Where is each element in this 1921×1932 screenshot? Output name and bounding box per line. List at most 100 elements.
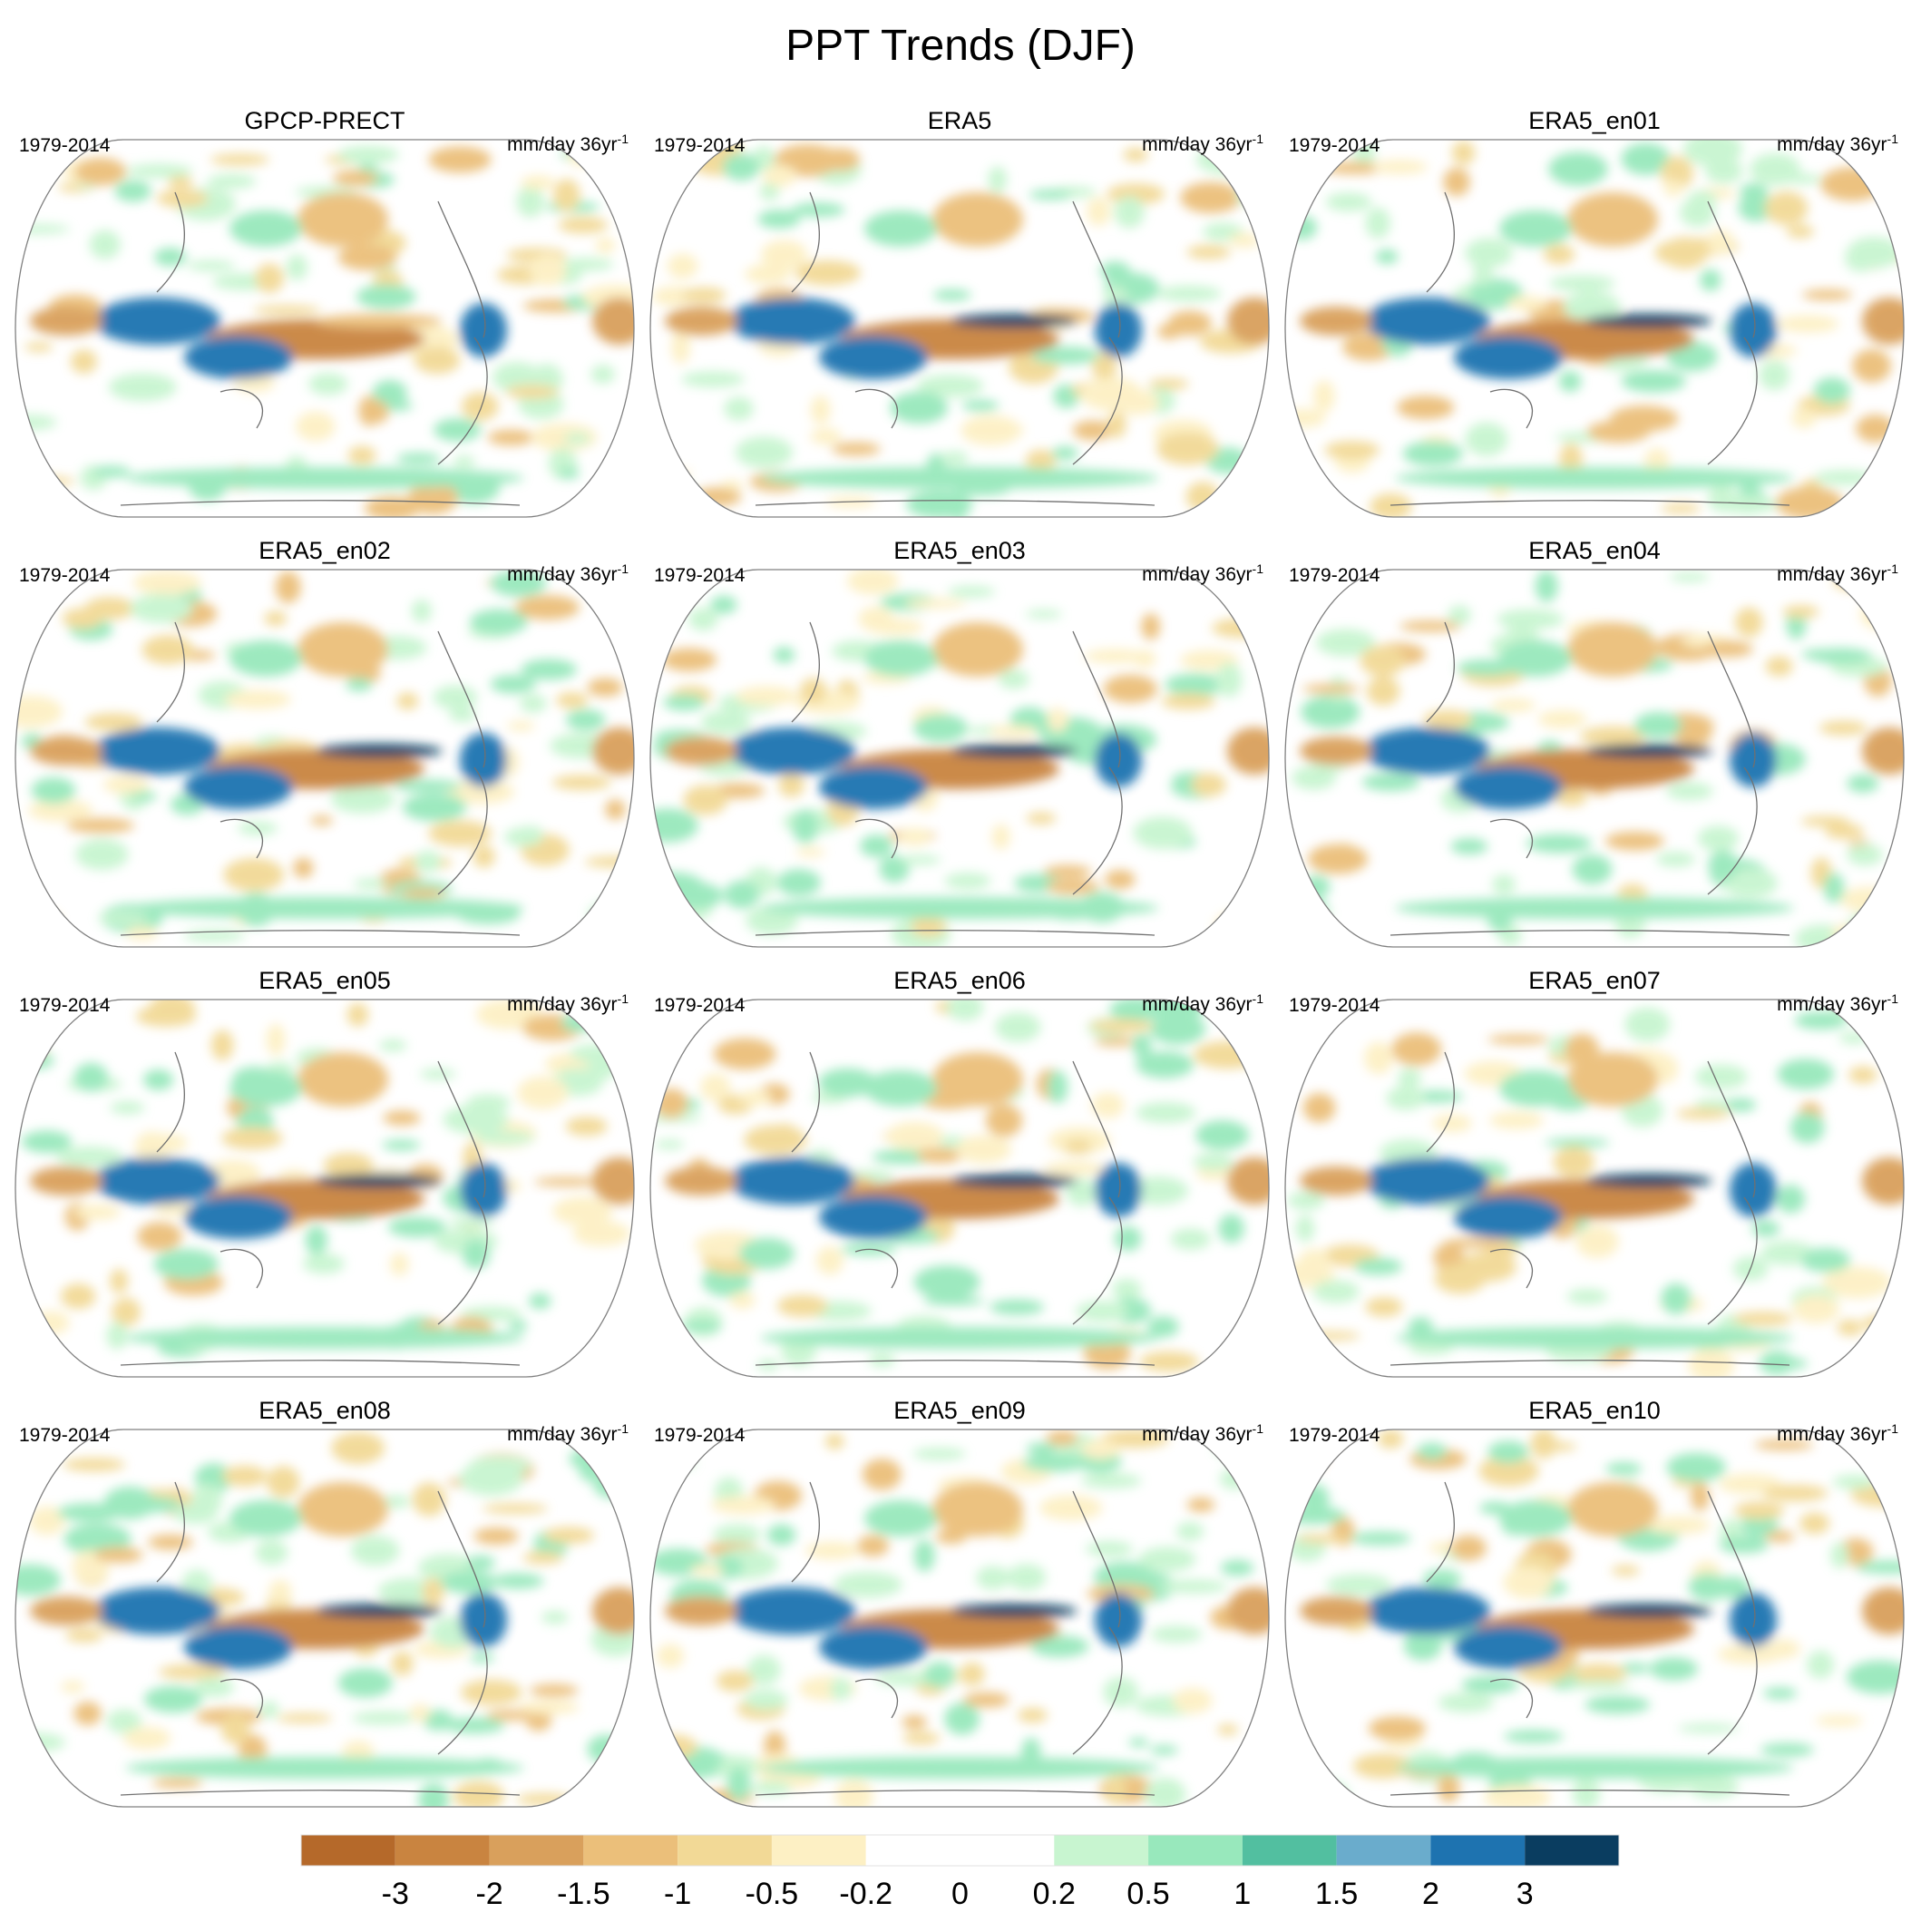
map-field (649, 569, 1270, 948)
colorbar-swatch (1336, 1835, 1431, 1866)
colorbar-swatch (301, 1835, 395, 1866)
coastline (120, 1051, 521, 1366)
map-field (15, 569, 635, 948)
colorbar-swatch (771, 1835, 866, 1866)
period-label: 1979-2014 (654, 995, 746, 1016)
figure-title: PPT Trends (DJF) (785, 22, 1136, 70)
period-label: 1979-2014 (654, 1425, 746, 1446)
coastline (755, 1481, 1156, 1796)
panel-title: ERA5_en04 (1528, 537, 1661, 564)
map-field (15, 999, 635, 1378)
colorbar-swatch (395, 1835, 490, 1866)
colorbar-swatch (489, 1835, 584, 1866)
units-label: mm/day 36yr-1 (1777, 991, 1898, 1015)
colorbar-tick-label: -0.5 (746, 1877, 799, 1911)
colorbar-swatch (1054, 1835, 1149, 1866)
map-outline (15, 1429, 635, 1808)
panel-title: ERA5_en02 (258, 537, 391, 564)
period-label: 1979-2014 (19, 135, 111, 156)
colorbar-swatch (1430, 1835, 1526, 1866)
map-outline (15, 569, 635, 948)
coastline (1390, 191, 1790, 506)
period-label: 1979-2014 (19, 565, 111, 586)
panel-title: ERA5 (927, 107, 992, 134)
map-field (15, 1429, 635, 1808)
map-panel: ERA5_en02 1979-2014 mm/day 36yr-1 (12, 535, 638, 961)
colorbar-swatch (678, 1835, 772, 1866)
map-field (1284, 999, 1905, 1378)
period-label: 1979-2014 (654, 135, 746, 156)
units-label: mm/day 36yr-1 (507, 561, 629, 585)
map-field (1284, 1429, 1905, 1808)
colorbar-tick-label: 0.2 (1033, 1877, 1076, 1911)
units-label: mm/day 36yr-1 (1142, 1421, 1263, 1445)
period-label: 1979-2014 (19, 1425, 111, 1446)
map-panel: ERA5_en09 1979-2014 mm/day 36yr-1 (647, 1395, 1273, 1821)
map-field (15, 139, 635, 518)
map-field (649, 1429, 1270, 1808)
period-label: 1979-2014 (1289, 565, 1380, 586)
colorbar-tick-label: -1 (664, 1877, 691, 1911)
map-panel: ERA5_en08 1979-2014 mm/day 36yr-1 (12, 1395, 638, 1821)
coastline (1390, 1481, 1790, 1796)
map-outline (649, 139, 1270, 518)
map-outline (649, 1429, 1270, 1808)
units-label: mm/day 36yr-1 (507, 1421, 629, 1445)
panel-title: ERA5_en05 (258, 967, 391, 994)
map-panel: ERA5_en01 1979-2014 mm/day 36yr-1 (1282, 105, 1907, 532)
coastline (120, 621, 521, 936)
colorbar-frame (300, 1834, 1620, 1867)
period-label: 1979-2014 (1289, 1425, 1380, 1446)
map-field (1284, 569, 1905, 948)
map-outline (649, 569, 1270, 948)
colorbar-tick-label: -3 (382, 1877, 409, 1911)
units-label: mm/day 36yr-1 (1142, 991, 1263, 1015)
panel-title: GPCP-PRECT (244, 107, 405, 134)
units-label: mm/day 36yr-1 (1142, 132, 1263, 155)
units-label: mm/day 36yr-1 (1777, 132, 1898, 155)
colorbar-swatch (1242, 1835, 1337, 1866)
units-label: mm/day 36yr-1 (1777, 1421, 1898, 1445)
panel-title: ERA5_en03 (893, 537, 1026, 564)
coastline (1390, 1051, 1790, 1366)
map-panel: ERA5_en10 1979-2014 mm/day 36yr-1 (1282, 1395, 1907, 1821)
map-panel: ERA5_en05 1979-2014 mm/day 36yr-1 (12, 965, 638, 1391)
colorbar-tick-label: 0 (951, 1877, 969, 1911)
units-label: mm/day 36yr-1 (507, 132, 629, 155)
colorbar-tick-label: 3 (1516, 1877, 1534, 1911)
colorbar-tick-label: 1.5 (1315, 1877, 1358, 1911)
colorbar-swatch (1525, 1835, 1619, 1866)
units-label: mm/day 36yr-1 (507, 991, 629, 1015)
colorbar-tick-label: 0.5 (1126, 1877, 1169, 1911)
map-field (649, 999, 1270, 1378)
coastline (755, 1051, 1156, 1366)
map-panel: ERA5_en03 1979-2014 mm/day 36yr-1 (647, 535, 1273, 961)
colorbar-swatch (583, 1835, 678, 1866)
period-label: 1979-2014 (1289, 995, 1380, 1016)
colorbar-tick-label: 2 (1422, 1877, 1439, 1911)
coastline (755, 191, 1156, 506)
map-field (649, 139, 1270, 518)
map-outline (1284, 139, 1905, 518)
colorbar-tick-label: -2 (475, 1877, 502, 1911)
map-panel: ERA5_en06 1979-2014 mm/day 36yr-1 (647, 965, 1273, 1391)
panel-title: ERA5_en07 (1528, 967, 1661, 994)
map-panel: GPCP-PRECT 1979-2014 mm/day 36yr-1 (12, 105, 638, 532)
panel-title: ERA5_en10 (1528, 1397, 1661, 1424)
map-outline (1284, 569, 1905, 948)
colorbar-swatch (1148, 1835, 1243, 1866)
colorbar-tick-label: -0.2 (839, 1877, 892, 1911)
map-outline (15, 139, 635, 518)
map-outline (649, 999, 1270, 1378)
colorbar-tick-label: 1 (1234, 1877, 1251, 1911)
coastline (755, 621, 1156, 936)
coastline (1390, 621, 1790, 936)
colorbar-swatch (960, 1835, 1055, 1866)
map-outline (15, 999, 635, 1378)
coastline (120, 191, 521, 506)
colorbar-tick-label: -1.5 (557, 1877, 610, 1911)
panel-title: ERA5_en09 (893, 1397, 1026, 1424)
map-panel: ERA5_en07 1979-2014 mm/day 36yr-1 (1282, 965, 1907, 1391)
map-outline (1284, 1429, 1905, 1808)
coastline (120, 1481, 521, 1796)
